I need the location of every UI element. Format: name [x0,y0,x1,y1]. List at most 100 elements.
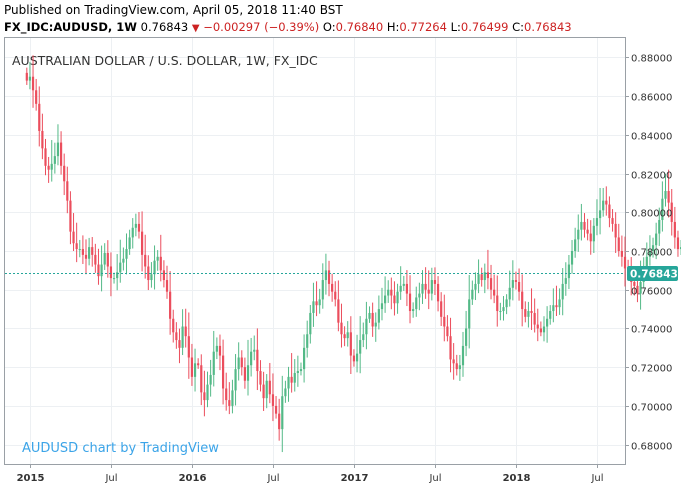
candle-body [165,280,169,292]
candle-body [278,413,281,430]
candle-body [178,340,181,348]
candle-body [673,221,676,238]
candle-body [399,285,402,292]
candle-body [97,264,100,277]
candle-body [78,249,81,251]
candle-body [602,200,605,211]
candle-body [63,165,66,182]
candle-body [312,301,315,313]
candle-body [645,256,648,269]
candle-body [28,76,32,81]
candle-body [100,264,103,277]
candles [25,55,681,453]
candle-body [315,301,318,306]
candle-body [533,312,536,325]
close-label: C: [512,20,525,34]
candle-body [112,278,116,280]
candle-body [56,142,60,157]
candle-body [172,318,175,333]
candle-body [661,198,664,221]
candle-body [377,309,380,323]
candle-body [119,262,122,273]
candle-body [243,367,246,381]
candle-body [555,305,558,308]
candle-body [169,291,172,319]
candle-body [327,270,331,284]
candle-body [359,340,362,354]
candle-body [106,252,109,267]
open-value: 0.76840 [335,20,384,34]
candle-body [66,181,69,201]
candle-body [81,249,84,255]
high-value: 0.77264 [399,20,447,34]
candle-body [318,299,321,306]
candle-body [137,223,141,232]
candle-body [465,328,468,346]
x-tick-label: Jul [428,473,441,484]
candle-body [623,256,627,269]
x-tick-label: 2016 [179,473,207,484]
candle-body [50,163,53,170]
y-axis-ticks: 0.88000 0.86000 0.84000 0.82000 0.80000 0.780… [625,54,672,453]
candle-body [427,289,430,294]
candle-body [144,254,147,267]
candle-body [187,336,190,358]
candle-body [340,322,343,335]
candle-body [452,359,455,364]
candle-body [648,251,652,257]
candle-body [514,280,518,282]
candle-body [564,278,567,284]
candle-body [443,316,446,327]
candle-body [331,283,334,292]
candle-body [524,309,527,317]
candle-body [676,237,680,250]
candle-body [577,229,580,240]
candle-body [384,295,387,304]
candle-body [458,365,461,370]
candle-body [181,326,184,348]
candle-body [455,363,458,370]
candle-body [374,322,377,327]
candle-body [552,305,555,312]
candle-body [405,283,409,294]
candle-body [246,365,250,381]
last-price-badge-text: 0.76843 [630,269,678,281]
y-tick-label: 0.86000 [631,93,672,104]
candle-body [253,349,256,352]
candle-body [558,299,561,308]
candle-body [549,311,552,319]
candle-body [84,254,88,259]
candle-body [583,221,586,230]
candle-body [471,289,474,300]
candle-body [337,299,340,323]
x-tick-label: 2015 [17,473,45,484]
candle-body [679,247,681,250]
candle-body [546,318,549,327]
candle-body [240,357,243,368]
candle-body [365,318,368,335]
candle-body [542,326,546,333]
candle-body [499,311,502,313]
candle-body [225,388,228,401]
candle-body [580,221,583,230]
candle-body [69,200,72,232]
watermark: AUDUSD chart by TradingView [22,441,219,456]
candle-body [608,204,611,219]
candle-body [567,264,571,279]
candle-body [412,309,415,312]
candle-body [667,190,670,203]
candle-body [31,76,35,91]
candle-body [268,380,271,395]
candle-body [309,312,312,335]
candle-body [75,243,78,250]
candle-body [122,258,125,263]
candle-body [150,274,153,281]
candle-body [670,202,673,222]
candle-body [116,272,119,279]
candle-body [536,324,539,329]
candle-body [539,328,542,333]
candle-body [284,388,287,397]
candle-body [259,371,262,385]
candle-body [265,380,268,399]
